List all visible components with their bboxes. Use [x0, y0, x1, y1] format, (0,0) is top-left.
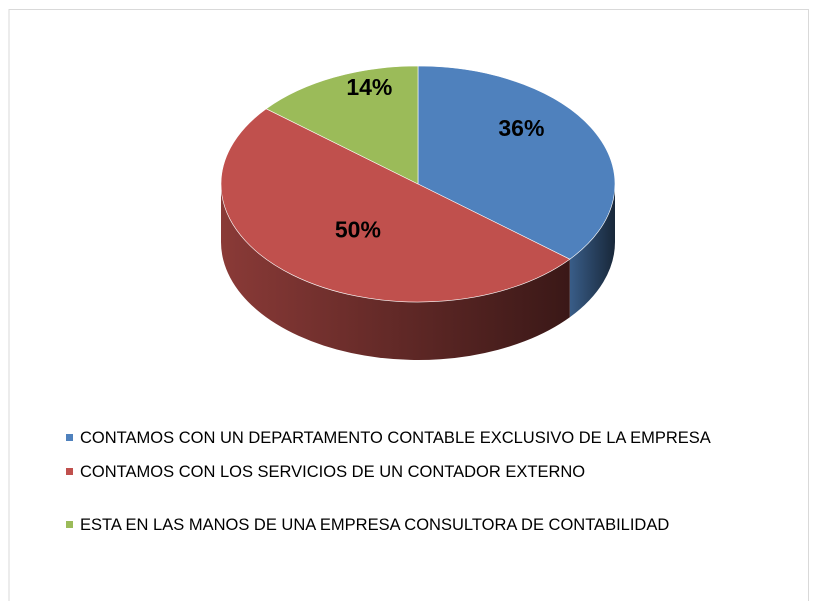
legend-item: CONTAMOS CON UN DEPARTAMENTO CONTABLE EX… — [66, 425, 760, 451]
legend-label: CONTAMOS CON UN DEPARTAMENTO CONTABLE EX… — [80, 429, 711, 447]
legend-label: ESTA EN LAS MANOS DE UNA EMPRESA CONSULT… — [80, 516, 670, 534]
pie-top — [220, 65, 616, 303]
pie-sides — [220, 184, 615, 360]
pie-side — [569, 184, 615, 318]
data-label: 50% — [335, 217, 381, 243]
data-label: 14% — [346, 74, 392, 100]
pie: 36% 50% 14% — [220, 65, 616, 360]
pie-slice — [417, 65, 616, 260]
legend-item: CONTAMOS CON LOS SERVICIOS DE UN CONTADO… — [66, 459, 810, 485]
legend-swatch — [66, 521, 73, 528]
legend-label: CONTAMOS CON LOS SERVICIOS DE UN CONTADO… — [80, 463, 586, 481]
legend: CONTAMOS CON UN DEPARTAMENTO CONTABLE EX… — [66, 425, 810, 538]
legend-swatch — [66, 468, 73, 475]
legend-item: ESTA EN LAS MANOS DE UNA EMPRESA CONSULT… — [66, 512, 810, 538]
pie-slice — [265, 65, 419, 185]
chart-border — [8, 9, 809, 601]
legend-swatch — [66, 434, 73, 441]
pie-side — [220, 184, 570, 360]
pie-slice — [220, 108, 571, 303]
data-label: 36% — [498, 115, 544, 141]
